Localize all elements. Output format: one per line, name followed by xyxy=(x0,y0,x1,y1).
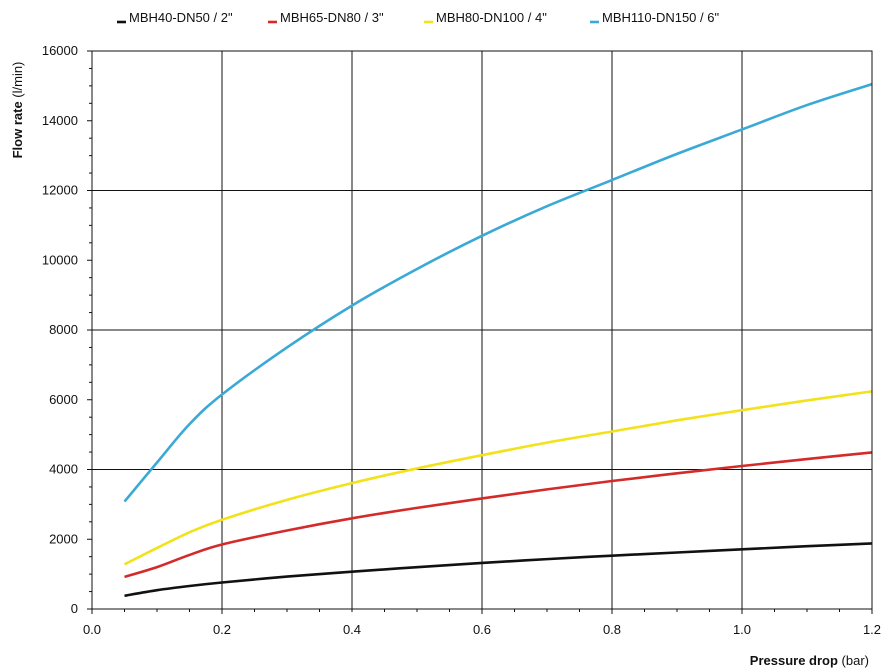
legend-label-3: MBH80-DN100 / 4" xyxy=(436,10,547,25)
y-tick-label: 0 xyxy=(71,601,78,616)
y-tick-label: 10000 xyxy=(42,252,78,267)
x-tick-label: 0.4 xyxy=(343,622,361,637)
legend-label-1: MBH40-DN50 / 2" xyxy=(129,10,233,25)
y-tick-label: 4000 xyxy=(49,462,78,477)
series-line-1 xyxy=(124,542,873,598)
legend-label-2: MBH65-DN80 / 3" xyxy=(280,10,384,25)
series-line-2 xyxy=(124,451,873,579)
x-axis-title-unit: (bar) xyxy=(842,653,869,668)
x-tick-label: 0.2 xyxy=(213,622,231,637)
x-tick-label: 0.8 xyxy=(603,622,621,637)
x-tick-label: 1.2 xyxy=(863,622,881,637)
x-tick-labels: 0.0 0.2 0.4 0.6 0.8 1.0 1.2 xyxy=(83,622,881,637)
y-tick-label: 14000 xyxy=(42,113,78,128)
plot-frame xyxy=(91,50,873,610)
y-tick-label: 16000 xyxy=(42,43,78,58)
y-tick-label: 8000 xyxy=(49,322,78,337)
x-axis-title-bold: Pressure drop xyxy=(750,653,842,668)
y-axis-title: Flow rate (l/min) xyxy=(10,62,25,159)
series-line-4 xyxy=(123,82,873,503)
x-tick-label: 0.6 xyxy=(473,622,491,637)
minor-ticks xyxy=(87,50,873,614)
legend: MBH40-DN50 / 2" MBH65-DN80 / 3" MBH80-DN10… xyxy=(117,10,719,25)
y-tick-label: 12000 xyxy=(42,183,78,198)
legend-label-4: MBH110-DN150 / 6" xyxy=(602,10,719,25)
x-tick-label: 1.0 xyxy=(733,622,751,637)
y-tick-label: 2000 xyxy=(49,531,78,546)
y-tick-labels: 0 2000 4000 6000 8000 10000 12000 14000 16000 xyxy=(42,43,78,616)
y-axis-title-unit: (l/min) xyxy=(10,62,25,98)
series-line-3 xyxy=(123,390,873,566)
x-axis-title: Pressure drop (bar) xyxy=(750,653,869,668)
y-tick-label: 6000 xyxy=(49,392,78,407)
series-lines xyxy=(123,82,873,598)
x-tick-label: 0.0 xyxy=(83,622,101,637)
y-axis-title-bold: Flow rate xyxy=(10,98,25,159)
